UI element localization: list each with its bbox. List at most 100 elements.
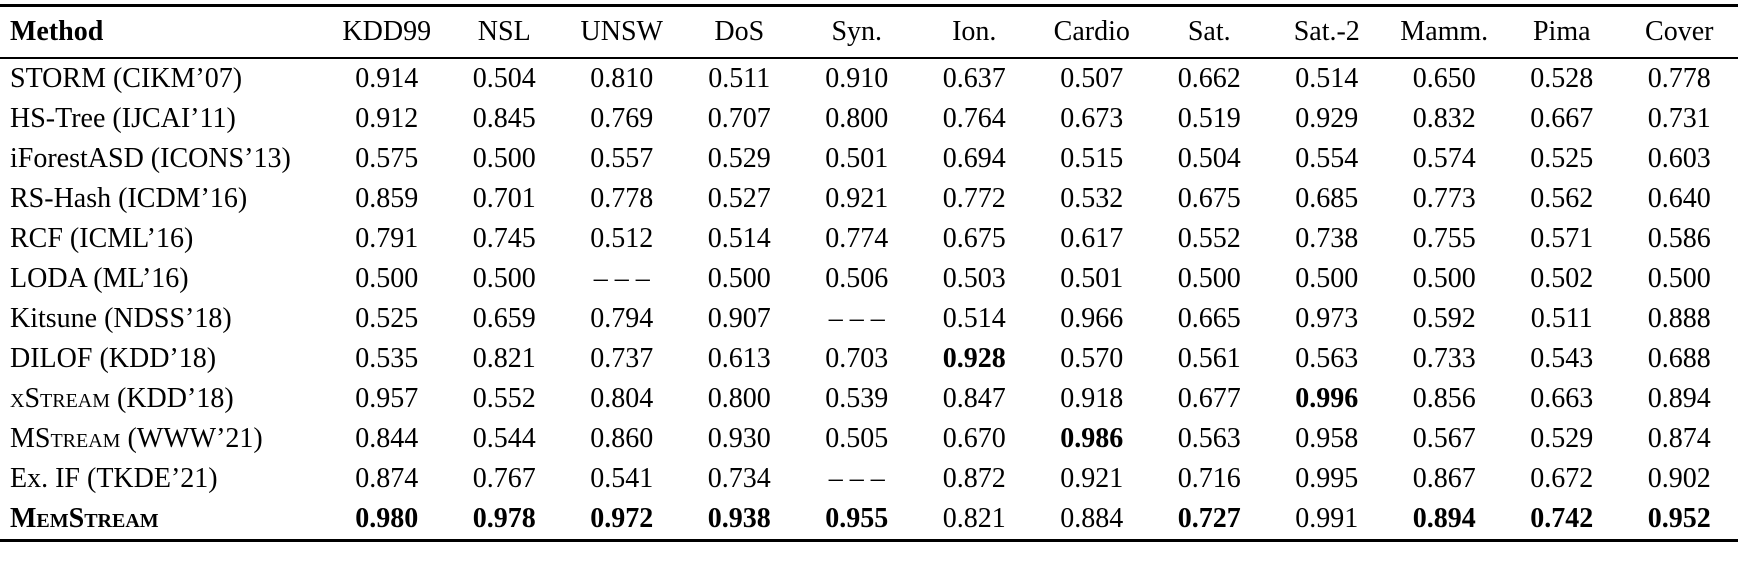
value-cell: 0.501 <box>1060 263 1124 294</box>
value-cell: 0.844 <box>355 423 419 454</box>
value-cell: 0.821 <box>472 343 536 374</box>
column-header-cardio: Cardio <box>1033 5 1151 59</box>
value-cell: 0.707 <box>707 103 771 134</box>
value-cell: 0.563 <box>1177 423 1241 454</box>
table-body: STORM (CIKM’07) 0.914 0.504 0.810 0.511 0.910… <box>0 58 1738 541</box>
value-cell: 0.504 <box>1177 143 1241 174</box>
value-cell: 0.694 <box>942 143 1006 174</box>
value-cell: 0.670 <box>942 423 1006 454</box>
value-cell: 0.918 <box>1060 383 1124 414</box>
value-cell: 0.529 <box>1530 423 1594 454</box>
value-cell: 0.847 <box>942 383 1006 414</box>
column-header-ion-: Ion. <box>915 5 1033 59</box>
value-cell: 0.511 <box>708 63 771 94</box>
method-name: STORM (CIKM’07) <box>10 63 243 94</box>
value-cell: – – – <box>828 463 885 494</box>
value-cell: 0.791 <box>355 223 419 254</box>
value-cell: 0.512 <box>590 223 654 254</box>
value-cell: 0.525 <box>355 303 419 334</box>
value-cell: 0.500 <box>707 263 771 294</box>
value-cell: 0.914 <box>355 63 419 94</box>
value-cell: 0.921 <box>1060 463 1124 494</box>
value-cell: 0.733 <box>1412 343 1476 374</box>
method-name: RCF (ICML’16) <box>10 223 194 254</box>
value-cell: 0.527 <box>707 183 771 214</box>
method-name: MStream (WWW’21) <box>10 423 263 454</box>
table-row: HS-Tree (IJCAI’11) 0.912 0.845 0.769 0.707 0.… <box>0 99 1738 139</box>
value-cell: 0.514 <box>942 303 1006 334</box>
value-cell: 0.742 <box>1530 503 1594 534</box>
value-cell: 0.543 <box>1530 343 1594 374</box>
value-cell: 0.688 <box>1647 343 1711 374</box>
value-cell: 0.856 <box>1412 383 1476 414</box>
value-cell: 0.500 <box>1647 263 1711 294</box>
value-cell: 0.544 <box>472 423 536 454</box>
value-cell: 0.952 <box>1647 503 1711 534</box>
value-cell: 0.764 <box>942 103 1006 134</box>
value-cell: 0.503 <box>942 263 1006 294</box>
value-cell: 0.907 <box>707 303 771 334</box>
value-cell: 0.991 <box>1295 503 1359 534</box>
value-cell: 0.511 <box>1530 303 1593 334</box>
column-header-sat-: Sat. <box>1150 5 1268 59</box>
table-row: xStream (KDD’18) 0.957 0.552 0.804 0.800 0.53… <box>0 379 1738 419</box>
value-cell: 0.570 <box>1060 343 1124 374</box>
value-cell: 0.659 <box>472 303 536 334</box>
value-cell: 0.675 <box>1177 183 1241 214</box>
value-cell: 0.514 <box>707 223 771 254</box>
method-name: Ex. IF (TKDE’21) <box>10 463 218 494</box>
method-name: Kitsune (NDSS’18) <box>10 303 232 334</box>
value-cell: 0.507 <box>1060 63 1124 94</box>
column-header-method: Method <box>0 5 328 59</box>
value-cell: 0.986 <box>1060 423 1124 454</box>
value-cell: 0.562 <box>1530 183 1594 214</box>
value-cell: 0.541 <box>590 463 654 494</box>
value-cell: 0.532 <box>1060 183 1124 214</box>
value-cell: 0.502 <box>1530 263 1594 294</box>
value-cell: 0.737 <box>590 343 654 374</box>
value-cell: 0.894 <box>1647 383 1711 414</box>
value-cell: 0.955 <box>825 503 889 534</box>
value-cell: 0.505 <box>825 423 889 454</box>
value-cell: 0.701 <box>472 183 536 214</box>
paper-results-table-container: Method KDD99 NSL UNSW DoS Syn. Ion. Cardio Sat. S… <box>0 4 1738 542</box>
value-cell: 0.957 <box>355 383 419 414</box>
value-cell: 0.767 <box>472 463 536 494</box>
value-cell: 0.973 <box>1295 303 1359 334</box>
method-name: DILOF (KDD’18) <box>10 343 217 374</box>
value-cell: 0.552 <box>472 383 536 414</box>
value-cell: 0.617 <box>1060 223 1124 254</box>
value-cell: 0.921 <box>825 183 889 214</box>
method-name: iForestASD (ICONS’13) <box>10 143 291 174</box>
value-cell: 0.586 <box>1647 223 1711 254</box>
value-cell: 0.501 <box>825 143 889 174</box>
value-cell: 0.673 <box>1060 103 1124 134</box>
value-cell: 0.575 <box>355 143 419 174</box>
method-name: xStream (KDD’18) <box>10 383 234 414</box>
results-table: Method KDD99 NSL UNSW DoS Syn. Ion. Cardio Sat. S… <box>0 4 1738 542</box>
value-cell: 0.500 <box>1412 263 1476 294</box>
value-cell: 0.894 <box>1412 503 1476 534</box>
value-cell: 0.554 <box>1295 143 1359 174</box>
method-name: MemStream <box>10 503 159 534</box>
value-cell: 0.996 <box>1295 383 1359 414</box>
value-cell: 0.557 <box>590 143 654 174</box>
value-cell: 0.910 <box>825 63 889 94</box>
value-cell: 0.519 <box>1177 103 1241 134</box>
column-header-sat-2: Sat.-2 <box>1268 5 1386 59</box>
value-cell: 0.703 <box>825 343 889 374</box>
column-header-dos: DoS <box>680 5 798 59</box>
table-row: RS-Hash (ICDM’16) 0.859 0.701 0.778 0.527 0.9… <box>0 179 1738 219</box>
table-row: Ex. IF (TKDE’21) 0.874 0.767 0.541 0.734 – – … <box>0 459 1738 499</box>
value-cell: 0.663 <box>1530 383 1594 414</box>
value-cell: 0.500 <box>1177 263 1241 294</box>
value-cell: 0.662 <box>1177 63 1241 94</box>
value-cell: – – – <box>593 263 650 294</box>
table-row: iForestASD (ICONS’13) 0.575 0.500 0.557 0.52… <box>0 139 1738 179</box>
value-cell: 0.563 <box>1295 343 1359 374</box>
table-row: RCF (ICML’16) 0.791 0.745 0.512 0.514 0.774 0.… <box>0 219 1738 259</box>
value-cell: 0.677 <box>1177 383 1241 414</box>
value-cell: 0.500 <box>355 263 419 294</box>
value-cell: 0.821 <box>942 503 1006 534</box>
value-cell: 0.800 <box>825 103 889 134</box>
